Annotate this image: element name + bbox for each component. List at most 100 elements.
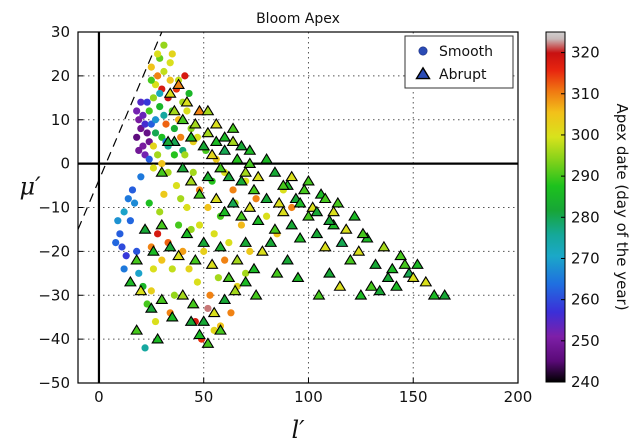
- data-point-smooth: [139, 111, 147, 119]
- data-point-smooth: [116, 230, 124, 238]
- data-point-abrupt: [281, 253, 294, 265]
- data-point-abrupt: [318, 240, 332, 252]
- data-point-abrupt: [398, 258, 412, 269]
- data-point-abrupt: [339, 223, 353, 234]
- data-point-smooth: [130, 199, 139, 207]
- data-point-smooth: [120, 208, 128, 216]
- data-point-smooth: [149, 94, 158, 102]
- data-point-abrupt: [247, 262, 261, 274]
- data-point-smooth: [149, 164, 158, 172]
- data-point-abrupt: [172, 78, 185, 89]
- x-tick-label: 50: [194, 388, 213, 406]
- data-point-smooth: [124, 195, 132, 203]
- data-point-abrupt: [201, 170, 215, 182]
- data-point-abrupt: [390, 280, 403, 291]
- data-point-smooth: [181, 72, 189, 80]
- data-point-abrupt: [228, 284, 242, 296]
- data-point-smooth: [133, 133, 141, 141]
- data-point-abrupt: [180, 96, 194, 107]
- data-point-smooth: [143, 300, 151, 308]
- data-point-abrupt: [352, 245, 366, 256]
- data-point-abrupt: [201, 126, 215, 138]
- data-point-abrupt: [260, 192, 273, 204]
- data-point-abrupt: [251, 214, 265, 225]
- data-point-smooth: [168, 50, 176, 58]
- data-point-abrupt: [184, 174, 198, 186]
- data-point-abrupt: [151, 332, 164, 344]
- data-point-abrupt: [272, 196, 286, 208]
- data-point-abrupt: [207, 306, 221, 318]
- data-point-abrupt: [260, 153, 273, 164]
- data-point-smooth: [183, 107, 191, 115]
- data-point-abrupt: [381, 271, 395, 283]
- x-axis-label: l′: [291, 416, 305, 444]
- data-point-abrupt: [144, 302, 158, 313]
- data-point-abrupt: [197, 315, 211, 326]
- data-point-abrupt: [247, 183, 261, 195]
- data-point-smooth: [158, 160, 166, 168]
- data-point-smooth: [137, 173, 145, 181]
- data-point-abrupt: [214, 324, 227, 335]
- x-axis-ticks: 0 50 100 150 200: [94, 378, 532, 406]
- data-point-abrupt: [270, 267, 284, 278]
- data-point-smooth: [120, 265, 128, 273]
- data-point-smooth: [288, 203, 296, 212]
- data-point-smooth: [214, 274, 222, 282]
- data-point-abrupt: [411, 258, 424, 269]
- data-point-smooth: [154, 50, 162, 58]
- data-point-smooth: [227, 309, 235, 317]
- series-abrupt: [124, 78, 452, 348]
- data-point-abrupt: [230, 153, 244, 164]
- data-point-abrupt: [155, 218, 169, 230]
- data-point-smooth: [172, 181, 181, 190]
- legend-abrupt-label: Abrupt: [439, 67, 487, 83]
- data-point-smooth: [156, 102, 164, 111]
- data-point-smooth: [179, 247, 187, 255]
- data-point-abrupt: [239, 166, 252, 177]
- data-point-abrupt: [124, 275, 137, 287]
- data-point-abrupt: [312, 289, 326, 300]
- data-point-smooth: [160, 41, 168, 49]
- data-point-smooth: [147, 287, 155, 295]
- legend-abrupt-marker: [415, 66, 431, 80]
- data-point-smooth: [252, 195, 260, 203]
- data-point-smooth: [195, 221, 204, 229]
- data-point-abrupt: [188, 253, 202, 265]
- data-point-smooth: [206, 291, 214, 299]
- data-point-smooth: [154, 72, 162, 80]
- data-point-abrupt: [302, 174, 315, 186]
- data-point-abrupt: [235, 174, 248, 186]
- data-point-smooth: [185, 265, 193, 273]
- data-point-smooth: [187, 225, 195, 234]
- colorbar-tick-label: 240: [571, 373, 600, 391]
- data-point-smooth: [174, 221, 183, 229]
- y-tick-label: −40: [38, 330, 70, 348]
- y-tick-label: 10: [51, 111, 70, 129]
- data-point-smooth: [221, 256, 229, 264]
- data-point-abrupt: [188, 117, 202, 129]
- data-point-abrupt: [385, 262, 399, 274]
- data-point-smooth: [170, 291, 178, 299]
- legend: Smooth Abrupt: [404, 35, 514, 89]
- data-point-smooth: [237, 221, 246, 229]
- data-point-smooth: [225, 239, 233, 247]
- y-tick-label: −50: [38, 374, 70, 392]
- legend-smooth-label: Smooth: [439, 44, 493, 60]
- data-point-smooth: [141, 120, 149, 128]
- data-point-smooth: [154, 230, 162, 238]
- data-point-smooth: [141, 344, 149, 352]
- data-point-abrupt: [218, 293, 232, 304]
- data-point-abrupt: [318, 192, 332, 204]
- data-point-abrupt: [222, 170, 236, 182]
- data-point-abrupt: [186, 297, 200, 309]
- data-point-abrupt: [419, 275, 433, 287]
- colorbar-tick-label: 270: [571, 249, 600, 267]
- data-point-abrupt: [165, 310, 179, 322]
- y-tick-label: 0: [60, 155, 70, 173]
- data-point-abrupt: [222, 271, 236, 283]
- dashed-diagonal-line: [77, 31, 163, 230]
- data-point-abrupt: [335, 236, 349, 247]
- data-point-smooth: [137, 98, 145, 106]
- data-point-abrupt: [268, 166, 282, 177]
- data-point-abrupt: [356, 227, 370, 239]
